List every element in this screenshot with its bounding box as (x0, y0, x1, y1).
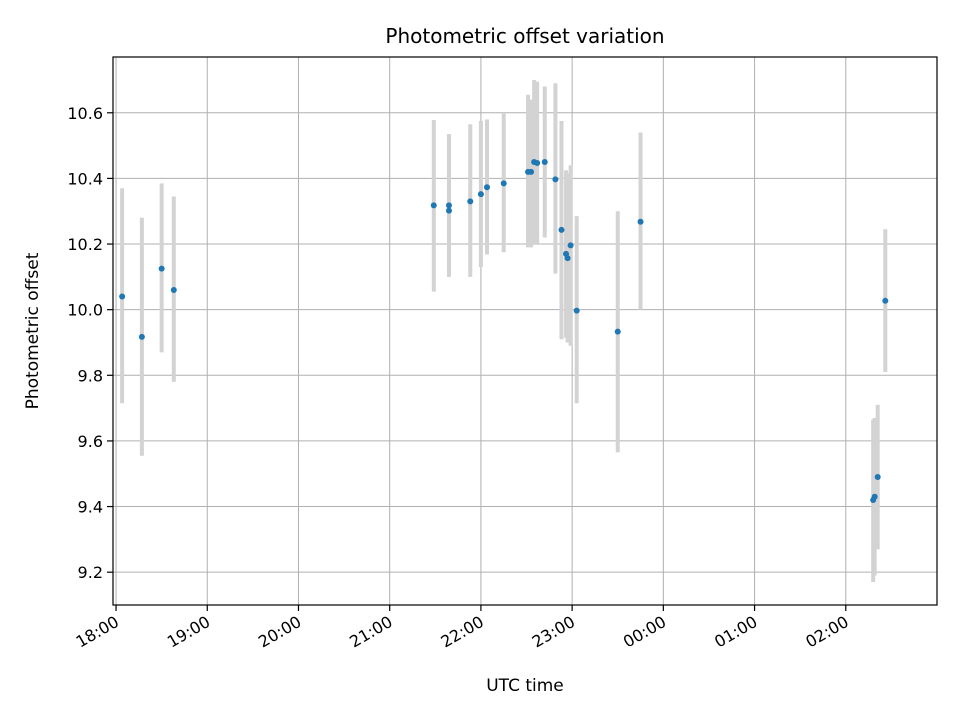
data-point (637, 218, 644, 225)
y-tick-label: 9.6 (78, 432, 103, 451)
data-point (534, 159, 541, 166)
y-axis-ticks: 9.2 9.4 9.6 9.8 10.0 10.2 10.4 10.6 (67, 104, 113, 582)
y-tick-label: 9.8 (78, 366, 103, 385)
x-axis-label: UTC time (486, 676, 564, 696)
data-point (541, 159, 548, 166)
data-point (138, 333, 145, 340)
data-point (158, 265, 165, 272)
data-point (567, 242, 574, 249)
chart-title: Photometric offset variation (385, 24, 664, 48)
data-point (614, 328, 621, 335)
y-axis-label: Photometric offset (23, 252, 43, 409)
data-point (119, 293, 126, 300)
plot-frame (112, 56, 938, 606)
data-point (445, 202, 452, 209)
data-point (552, 176, 559, 183)
data-point (483, 184, 490, 191)
y-tick-label: 9.4 (78, 498, 103, 517)
data-point (430, 202, 437, 209)
data-point (170, 286, 177, 293)
y-tick-label: 10.0 (67, 301, 103, 320)
y-tick-label: 9.2 (78, 563, 103, 582)
data-point (573, 307, 580, 314)
data-point (558, 226, 565, 233)
y-tick-label: 10.6 (67, 104, 103, 123)
y-tick-label: 10.4 (67, 169, 103, 188)
data-point (528, 168, 535, 175)
data-points (119, 159, 889, 503)
data-point (467, 198, 474, 205)
data-point (882, 297, 889, 304)
data-point (500, 180, 507, 187)
data-point (871, 493, 878, 500)
y-tick-label: 10.2 (67, 235, 103, 254)
data-point (564, 255, 571, 262)
data-point (445, 207, 452, 214)
data-point (874, 474, 881, 481)
data-point (477, 191, 484, 198)
